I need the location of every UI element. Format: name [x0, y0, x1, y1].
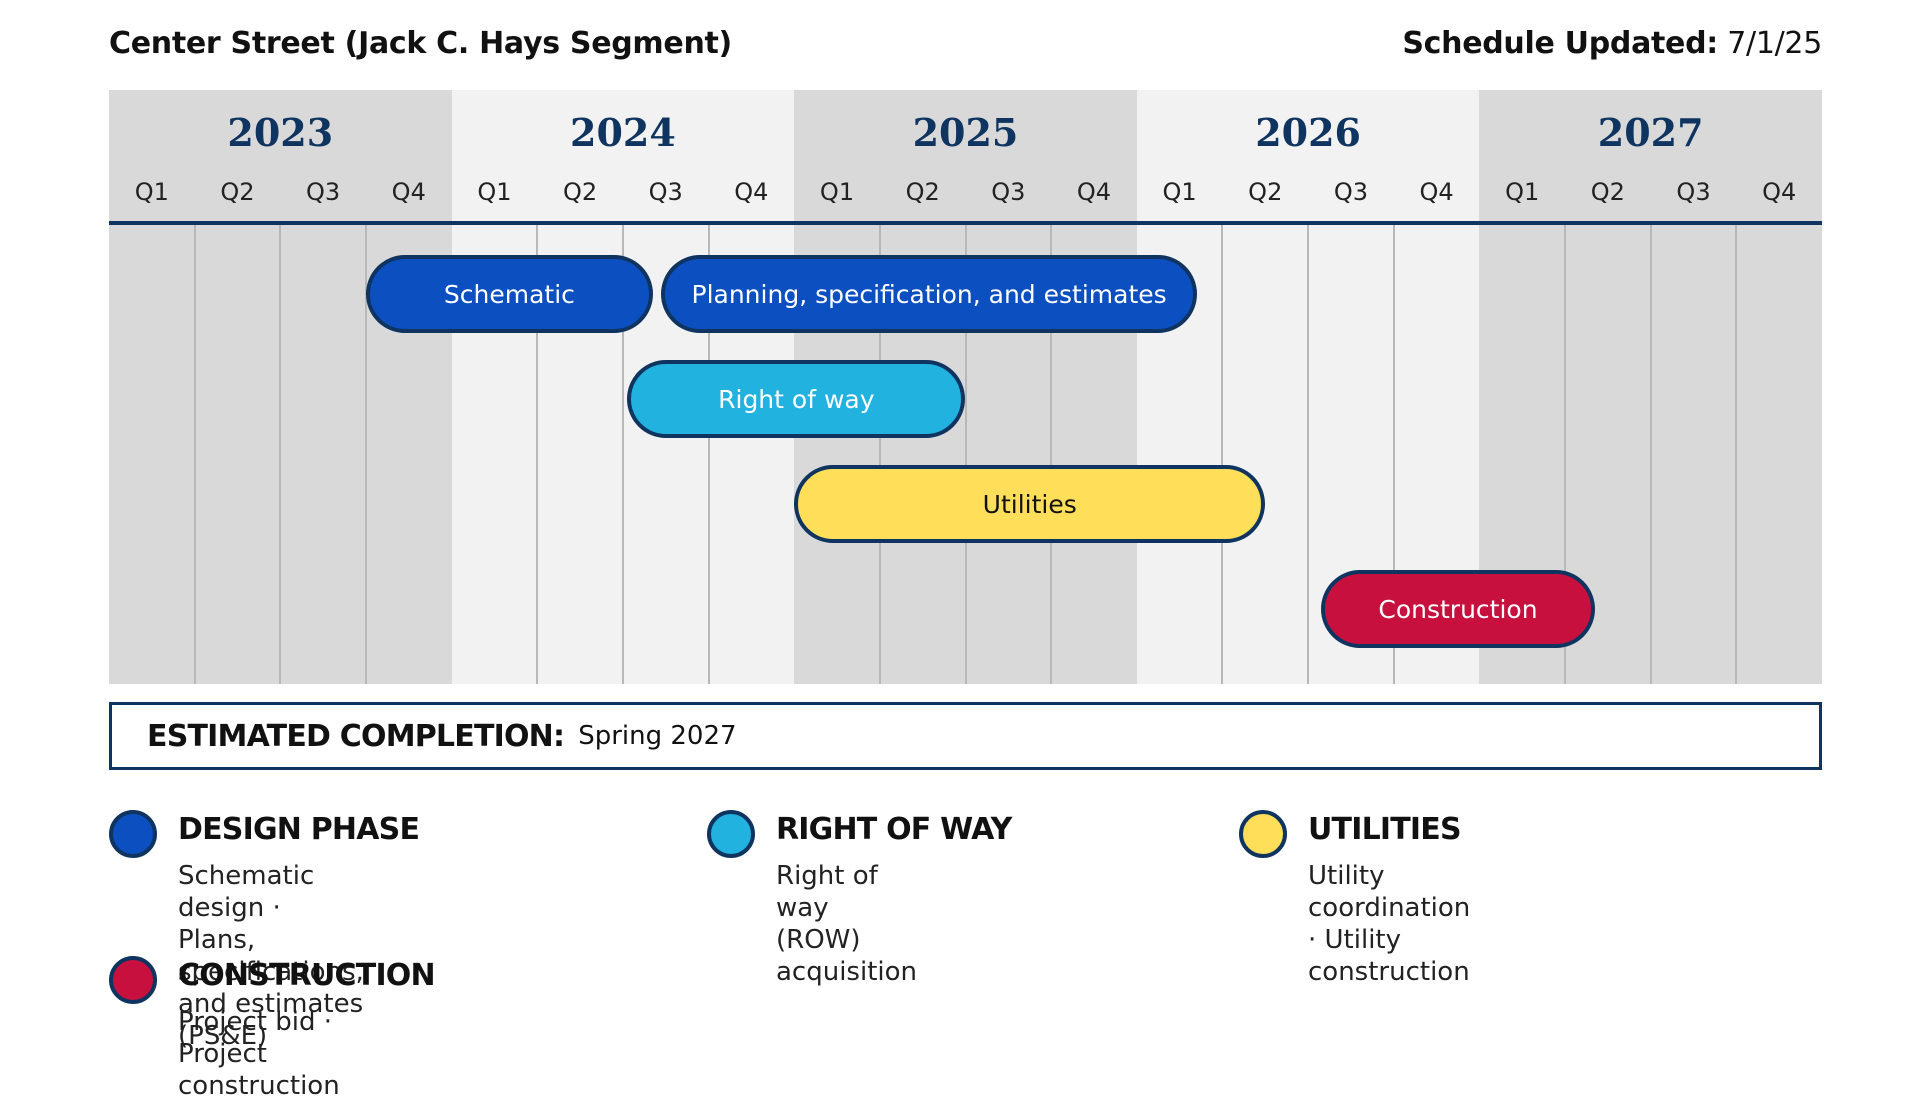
legend-title: UTILITIES: [1308, 812, 1462, 847]
quarter-grid-line: [279, 225, 282, 684]
quarter-label: Q4: [1076, 178, 1112, 206]
phase-bar-construction: Construction: [1320, 570, 1596, 648]
quarter-grid-line: [964, 225, 967, 684]
phase-bar-right-of-way: Right of way: [627, 360, 966, 438]
legend-desc-line: Schematic design · Plans,: [178, 861, 315, 955]
quarter-label: Q4: [734, 178, 769, 206]
quarter-grid-line: [1050, 225, 1053, 684]
quarter-label: Q2: [1590, 178, 1625, 206]
quarter-label: Q1: [134, 178, 169, 206]
estimated-completion-label: ESTIMATED COMPLETION:: [147, 718, 565, 754]
quarter-grid-line: [878, 225, 881, 684]
quarter-grid-line: [536, 225, 539, 684]
quarter-grid-line: [1307, 225, 1310, 684]
quarter-grid-line: [621, 225, 624, 684]
quarter-grid-line: [1649, 225, 1652, 684]
quarter-label: Q1: [819, 178, 855, 206]
phase-bar-schematic: Schematic: [365, 255, 653, 333]
quarter-label: Q3: [991, 178, 1026, 206]
quarter-grid-line: [1392, 225, 1395, 684]
legend-description: Utility coordination · Utility construct…: [1308, 860, 1470, 988]
quarter-grid-line: [707, 225, 710, 684]
quarter-label: Q1: [477, 178, 512, 206]
quarter-label: Q1: [1505, 178, 1540, 206]
quarter-label: Q1: [1162, 178, 1197, 206]
quarter-grid-line: [1564, 225, 1567, 684]
quarter-label: Q3: [306, 178, 341, 206]
phase-bar-pse: Planning, specification, and estimates: [661, 255, 1197, 333]
phase-bar-utilities: Utilities: [794, 465, 1266, 543]
year-label: 2023: [227, 110, 334, 155]
legend-description: Right of way (ROW) acquisition: [776, 860, 917, 988]
quarter-grid-line: [1735, 225, 1738, 684]
estimated-completion-box: ESTIMATED COMPLETION: Spring 2027: [109, 702, 1822, 770]
quarter-label: Q4: [1762, 178, 1797, 206]
legend-desc-line: Project bid · Project construction: [178, 1007, 340, 1101]
quarter-label: Q3: [648, 178, 683, 206]
quarter-label: Q2: [220, 178, 255, 206]
timeline-axis-line: [109, 221, 1822, 225]
quarter-label: Q2: [562, 178, 598, 206]
legend-dot-row: [707, 810, 755, 858]
legend-dot-design: [109, 810, 157, 858]
quarter-grid-line: [1221, 225, 1224, 684]
quarter-label: Q3: [1676, 178, 1711, 206]
legend-desc-line: specifications, and estimates (PS&E): [178, 957, 364, 1051]
year-label: 2024: [570, 110, 676, 155]
legend-description: Schematic design · Plans, specifications…: [178, 860, 364, 1052]
quarter-label: Q2: [905, 178, 940, 206]
legend-description: Project bid · Project construction: [178, 1006, 340, 1102]
year-label: 2025: [912, 110, 1019, 155]
gantt-timeline: 2023 Q1 Q2 Q3 Q4 2024 Q1 Q2 Q3 Q4 2025 Q1 Q2 Q3 Q4 2026…: [109, 90, 1822, 684]
legend-desc-line: Utility coordination · Utility construct…: [1308, 861, 1471, 987]
schedule-updated: Schedule Updated: 7/1/25: [1402, 26, 1822, 61]
quarter-label: Q4: [391, 178, 426, 206]
legend-dot-construction: [109, 956, 157, 1004]
schedule-updated-label: Schedule Updated:: [1402, 26, 1718, 61]
legend-desc-line: Right of way (ROW) acquisition: [776, 861, 918, 987]
legend-title: RIGHT OF WAY: [776, 812, 1012, 847]
chart-title: Center Street (Jack C. Hays Segment): [109, 26, 732, 61]
legend-dot-utilities: [1239, 810, 1287, 858]
legend-title: CONSTRUCTION: [178, 958, 436, 993]
quarter-grid-line: [193, 225, 196, 684]
estimated-completion-value: Spring 2027: [578, 721, 737, 751]
year-label: 2026: [1255, 110, 1361, 155]
quarter-label: Q4: [1419, 178, 1454, 206]
quarter-grid-line: [364, 225, 367, 684]
schedule-updated-value: 7/1/25: [1727, 26, 1822, 61]
quarter-label: Q3: [1333, 178, 1368, 206]
legend-title: DESIGN PHASE: [178, 812, 420, 847]
quarter-label: Q2: [1248, 178, 1283, 206]
year-label: 2027: [1597, 110, 1704, 155]
